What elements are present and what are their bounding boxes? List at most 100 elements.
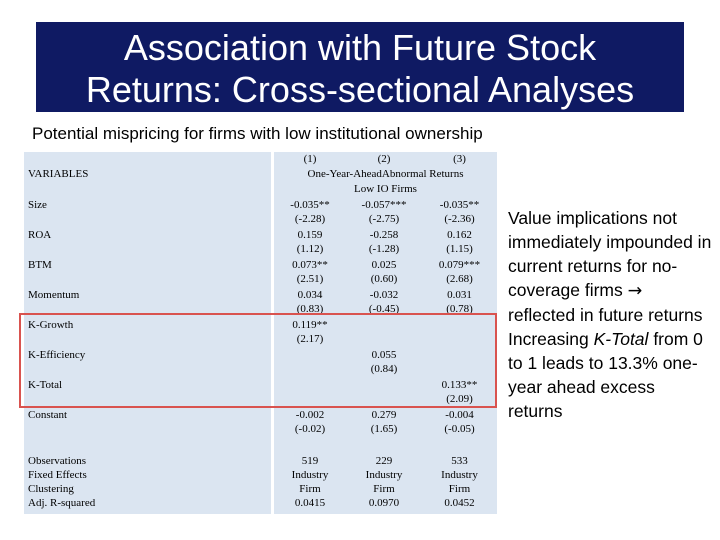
cell-size-3: -0.035** (-2.36) — [422, 198, 497, 226]
tstat: (-2.36) — [444, 213, 475, 225]
coef: -0.258 — [369, 229, 399, 241]
cell-momentum-3: 0.031 (0.78) — [422, 288, 497, 316]
cell-momentum-1: 0.034 (0.83) — [274, 288, 346, 316]
coef: 0.034 — [297, 289, 323, 301]
coef: 0.025 — [371, 259, 397, 271]
tstat: (0.83) — [296, 303, 324, 315]
footer-label-observations: Observations — [28, 455, 87, 467]
coef: 0.073** — [292, 259, 328, 271]
observations: 533 — [451, 455, 468, 467]
adj-r-squared: 0.0415 — [294, 497, 326, 509]
footer-label-clustering: Clustering — [28, 483, 74, 495]
variables-column-bg — [24, 152, 271, 514]
cell-btm-1: 0.073** (2.51) — [274, 258, 346, 286]
coef: -0.002 — [295, 409, 325, 421]
footer-values-1: 519 Industry Firm 0.0415 — [274, 454, 346, 510]
tstat: (-1.28) — [368, 243, 400, 255]
cell-constant-3: -0.004 (-0.05) — [422, 408, 497, 436]
column-number-2: (2) — [377, 153, 391, 165]
commentary-part-2: reflected in future returns — [508, 305, 703, 325]
footer-labels: Observations Fixed Effects Clustering Ad… — [28, 454, 95, 510]
tstat: (0.84) — [370, 363, 398, 375]
slide-title: Association with Future Stock Returns: C… — [36, 22, 684, 112]
tstat: (0.60) — [370, 273, 398, 285]
column-number-3: (3) — [453, 153, 466, 165]
adj-r-squared: 0.0452 — [444, 497, 475, 509]
side-commentary: Value implications not immediately impou… — [508, 206, 713, 423]
footer-label-fixed-effects: Fixed Effects — [28, 469, 87, 481]
cell-constant-1: -0.002 (-0.02) — [274, 408, 346, 436]
tstat: (1.12) — [296, 243, 324, 255]
row-label-size: Size — [28, 199, 47, 211]
sample-header: Low IO Firms — [354, 183, 417, 195]
fixed-effects: Industry — [441, 469, 478, 481]
cell-k-total-3: 0.133** (2.09) — [422, 378, 497, 406]
cell-roa-1: 0.159 (1.12) — [274, 228, 346, 256]
coef: -0.004 — [445, 409, 474, 421]
clustering: Firm — [373, 483, 395, 495]
tstat: (-0.05) — [444, 423, 475, 435]
cell-size-1: -0.035** (-2.28) — [274, 198, 346, 226]
column-number-1: (1) — [303, 153, 317, 165]
coef: -0.035** — [290, 199, 330, 211]
adj-r-squared: 0.0970 — [368, 497, 400, 509]
coef: -0.032 — [369, 289, 399, 301]
cell-roa-2: -0.258 (-1.28) — [346, 228, 422, 256]
tstat: (0.78) — [446, 303, 473, 315]
fixed-effects: Industry — [291, 469, 329, 481]
row-label-roa: ROA — [28, 229, 52, 241]
clustering: Firm — [299, 483, 321, 495]
tstat: (2.51) — [296, 273, 324, 285]
row-label-momentum: Momentum — [28, 289, 80, 301]
row-label-k-growth: K-Growth — [28, 319, 74, 331]
tstat: (-0.02) — [294, 423, 326, 435]
cell-k-efficiency-2: 0.055 (0.84) — [346, 348, 422, 376]
tstat: (2.09) — [446, 393, 473, 405]
commentary-emphasis: K-Total — [593, 329, 649, 349]
coef: 0.079*** — [438, 259, 481, 271]
tstat: (1.15) — [446, 243, 473, 255]
footer-label-adj-r-squared: Adj. R-squared — [28, 497, 96, 509]
coef: -0.035** — [439, 199, 480, 211]
coef: 0.279 — [371, 409, 397, 421]
row-label-k-efficiency: K-Efficiency — [28, 349, 86, 361]
tstat: (2.68) — [446, 273, 473, 285]
coef: 0.159 — [297, 229, 323, 241]
observations: 519 — [301, 455, 319, 467]
coef: 0.162 — [447, 229, 472, 241]
footer-values-2: 229 Industry Firm 0.0970 — [346, 454, 422, 510]
row-label-constant: Constant — [28, 409, 68, 421]
commentary-part-3b: from 0 to 1 leads to 13.3% one-year ahea… — [508, 329, 703, 421]
coef: 0.133** — [441, 379, 478, 391]
commentary-part-3a: Increasing — [508, 329, 589, 349]
commentary-part-1: Value implications not immediately impou… — [508, 208, 712, 300]
coef: 0.119** — [292, 319, 328, 331]
coef: 0.031 — [447, 289, 472, 301]
cell-constant-2: 0.279 (1.65) — [346, 408, 422, 436]
title-line-1: Association with Future Stock — [123, 27, 597, 68]
tstat: (-0.45) — [368, 303, 400, 315]
regression-table: (1) (2) (3) One-Year-AheadAbnormal Retur… — [24, 152, 497, 514]
dependent-variable-header: One-Year-AheadAbnormal Returns — [307, 168, 464, 180]
coef: 0.055 — [371, 349, 397, 361]
cell-roa-3: 0.162 (1.15) — [422, 228, 497, 256]
highlight-box — [19, 313, 497, 408]
cell-btm-2: 0.025 (0.60) — [346, 258, 422, 286]
cell-momentum-2: -0.032 (-0.45) — [346, 288, 422, 316]
cell-btm-3: 0.079*** (2.68) — [422, 258, 497, 286]
right-arrow-icon: → — [627, 281, 643, 301]
data-columns-bg — [274, 152, 497, 514]
tstat: (-2.75) — [368, 213, 400, 225]
row-label-k-total: K-Total — [28, 379, 63, 391]
cell-size-2: -0.057*** (-2.75) — [346, 198, 422, 226]
title-line-2: Returns: Cross-sectional Analyses — [85, 69, 635, 110]
footer-values-3: 533 Industry Firm 0.0452 — [422, 454, 497, 510]
slide-subtitle: Potential mispricing for firms with low … — [32, 124, 483, 143]
tstat: (-2.28) — [294, 213, 326, 225]
row-label-btm: BTM — [28, 259, 52, 271]
tstat: (1.65) — [370, 423, 398, 435]
observations: 229 — [375, 455, 393, 467]
variables-header: VARIABLES — [28, 168, 89, 180]
tstat: (2.17) — [296, 333, 324, 345]
coef: -0.057*** — [361, 199, 407, 211]
